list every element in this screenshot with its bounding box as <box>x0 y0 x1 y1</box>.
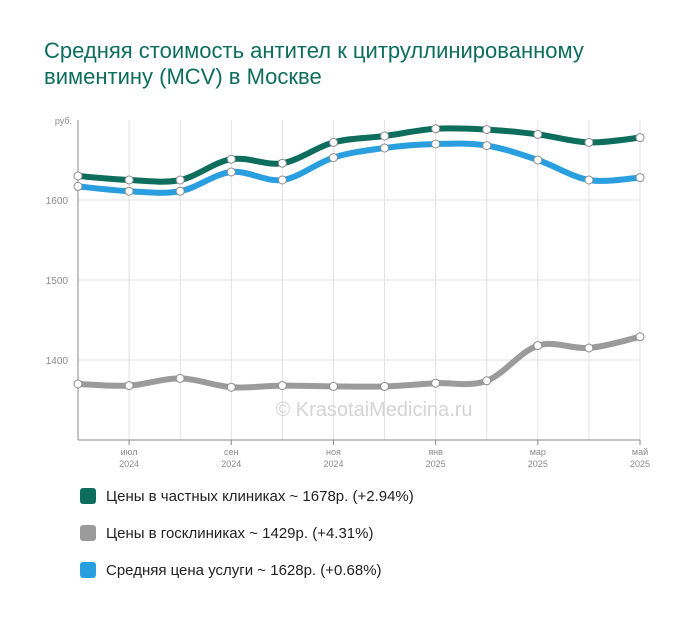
data-point <box>635 332 645 342</box>
x-tick-label-year: 2024 <box>323 459 343 469</box>
data-point <box>124 186 134 196</box>
y-tick-label: 1500 <box>46 276 69 287</box>
data-point <box>533 341 543 351</box>
data-point <box>635 133 645 143</box>
series-line-2 <box>75 333 643 391</box>
data-point <box>533 155 543 165</box>
data-point <box>277 175 287 185</box>
data-point <box>380 131 390 141</box>
x-tick-label-month: янв <box>428 447 443 457</box>
data-point <box>431 124 441 134</box>
data-point <box>73 181 83 191</box>
data-point <box>175 186 185 196</box>
legend-item: Цены в частных клиниках ~ 1678р. (+2.94%… <box>80 486 414 506</box>
legend-label: Средняя цена услуги ~ 1628р. (+0.68%) <box>106 561 382 579</box>
legend-swatch <box>80 562 96 578</box>
chart-title: Средняя стоимость антител к цитруллиниро… <box>44 38 584 89</box>
x-tick-label-month: май <box>632 447 648 457</box>
x-tick-label-year: 2025 <box>528 459 548 469</box>
data-point <box>124 381 134 391</box>
data-point <box>431 378 441 388</box>
y-tick-label: 1400 <box>46 356 69 367</box>
x-tick-label-year: 2025 <box>426 459 446 469</box>
data-point <box>226 382 236 392</box>
data-point <box>584 175 594 185</box>
data-point <box>533 129 543 139</box>
y-tick-label: 1600 <box>46 196 69 207</box>
x-tick-label-month: июл <box>121 447 138 457</box>
data-point <box>635 173 645 183</box>
data-point <box>380 381 390 391</box>
x-tick-label-year: 2024 <box>221 459 241 469</box>
data-point <box>73 379 83 389</box>
legend-swatch <box>80 525 96 541</box>
data-point <box>482 376 492 386</box>
data-point <box>277 158 287 168</box>
data-point <box>73 171 83 181</box>
data-point <box>175 373 185 383</box>
data-point <box>584 137 594 147</box>
watermark: © KrasotaiMedicina.ru <box>275 399 472 421</box>
data-point <box>482 141 492 151</box>
y-unit-label: руб. <box>55 116 72 126</box>
data-point <box>175 175 185 185</box>
series-line-3 <box>75 140 643 196</box>
data-point <box>124 175 134 185</box>
legend-label: Цены в частных клиниках ~ 1678р. (+2.94%… <box>106 487 414 505</box>
legend-item: Средняя цена услуги ~ 1628р. (+0.68%) <box>80 560 414 580</box>
x-tick-label-month: ноя <box>326 447 341 457</box>
data-point <box>328 153 338 163</box>
data-point <box>431 139 441 149</box>
data-point <box>380 143 390 153</box>
data-point <box>226 154 236 164</box>
data-point <box>482 125 492 135</box>
x-tick-label-year: 2024 <box>119 459 139 469</box>
legend-swatch <box>80 488 96 504</box>
legend-label: Цены в госклиниках ~ 1429р. (+4.31%) <box>106 524 374 542</box>
series-line-1 <box>75 125 643 185</box>
data-point <box>328 137 338 147</box>
line-chart: 1400 1500 1600 руб. июл 2024 сен 2024 ноя 2024 янв… <box>46 116 650 469</box>
data-point <box>226 167 236 177</box>
x-tick-label-month: мар <box>530 447 546 457</box>
legend-item: Цены в госклиниках ~ 1429р. (+4.31%) <box>80 523 414 543</box>
data-point <box>584 343 594 353</box>
legend: Цены в частных клиниках ~ 1678р. (+2.94%… <box>80 486 414 597</box>
x-tick-label-month: сен <box>224 447 239 457</box>
data-point <box>277 381 287 391</box>
data-point <box>328 381 338 391</box>
x-tick-label-year: 2025 <box>630 459 650 469</box>
